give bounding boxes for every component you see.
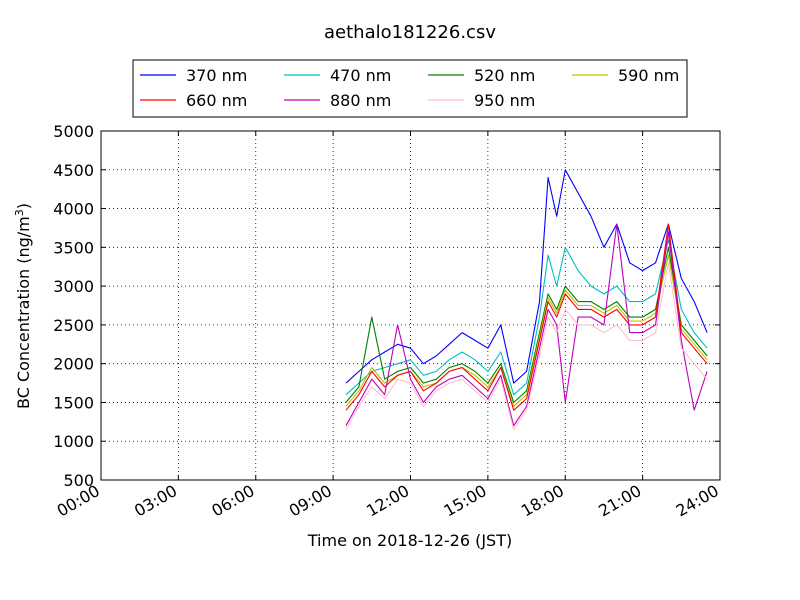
chart-title: aethalo181226.csv xyxy=(324,22,496,43)
series-layer xyxy=(345,169,708,431)
y-tick-label: 4500 xyxy=(53,161,94,180)
x-tick-label: 12:00 xyxy=(363,481,412,521)
grid-lines xyxy=(100,130,721,481)
y-tick-label: 3000 xyxy=(53,277,94,296)
x-axis-label: Time on 2018-12-26 (JST) xyxy=(307,531,512,550)
y-tick-label: 2500 xyxy=(53,316,94,335)
series-line-520-nm xyxy=(345,246,708,403)
y-axis-label-superscript: 3 xyxy=(13,209,26,216)
x-tick-label: 18:00 xyxy=(518,481,567,521)
legend-label: 470 nm xyxy=(330,66,391,85)
series-line-470-nm xyxy=(345,239,708,396)
y-tick-label: 500 xyxy=(63,471,94,490)
y-tick-label: 5000 xyxy=(53,122,94,141)
y-tick-labels: 500 1000 1500 2000 2500 3000 3500 4000 4500 5000 xyxy=(53,122,94,490)
y-axis-label: BC Concentration (ng/m3) xyxy=(13,203,33,409)
y-tick-label: 1500 xyxy=(53,393,94,412)
y-tick-label: 1000 xyxy=(53,432,94,451)
ticks xyxy=(100,130,721,481)
legend-label: 590 nm xyxy=(618,66,679,85)
y-tick-label: 2000 xyxy=(53,355,94,374)
x-tick-label: 09:00 xyxy=(286,481,335,521)
y-axis-label-main: BC Concentration (ng/m xyxy=(14,216,33,409)
series-line-880-nm xyxy=(345,223,708,427)
series-line-950-nm xyxy=(345,262,708,431)
legend-label: 880 nm xyxy=(330,91,391,110)
x-tick-label: 06:00 xyxy=(208,481,257,521)
x-tick-label: 21:00 xyxy=(595,481,644,521)
x-tick-label: 03:00 xyxy=(131,481,180,521)
x-tick-labels: 00:00 03:00 06:00 09:00 12:00 15:00 18:00 21:00… xyxy=(54,481,722,521)
legend-frame xyxy=(132,59,688,118)
y-axis-label-close: ) xyxy=(14,203,33,209)
x-tick-label: 15:00 xyxy=(440,481,489,521)
y-tick-label: 3500 xyxy=(53,238,94,257)
series-line-370-nm xyxy=(345,169,708,384)
x-tick-label: 24:00 xyxy=(673,481,722,521)
legend-label: 370 nm xyxy=(186,66,247,85)
legend: 370 nm 470 nm 520 nm 590 nm 660 nm 880 nm 950 … xyxy=(132,59,688,118)
legend-label: 660 nm xyxy=(186,91,247,110)
y-tick-label: 4000 xyxy=(53,200,94,219)
legend-label: 950 nm xyxy=(474,91,535,110)
legend-label: 520 nm xyxy=(474,66,535,85)
